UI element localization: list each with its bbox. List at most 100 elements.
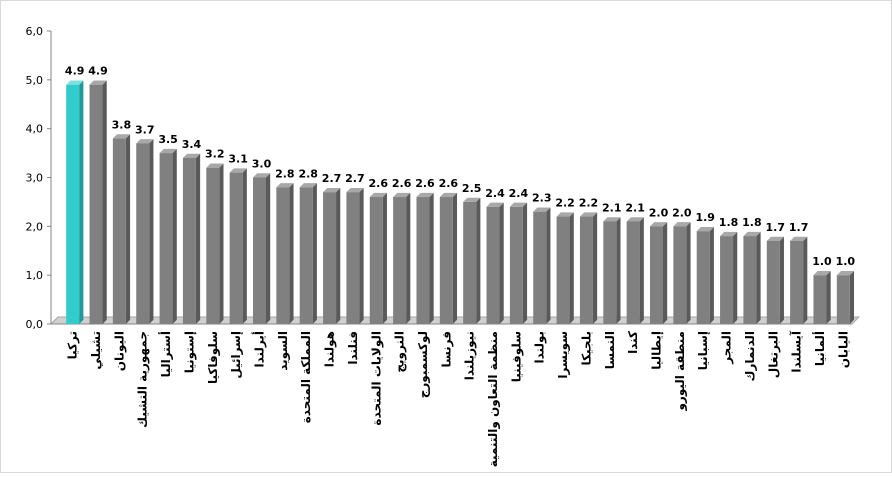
bar <box>439 197 453 324</box>
x-tick-label: البرتغال <box>766 331 780 378</box>
bar-side <box>406 192 411 324</box>
bar-side <box>592 212 598 324</box>
data-label: 3.8 <box>112 118 132 131</box>
bar-side <box>686 222 691 324</box>
bar <box>89 84 103 324</box>
bar-top <box>159 148 177 154</box>
data-label: 1.0 <box>836 255 856 268</box>
bar <box>766 240 780 324</box>
x-tick-label: إسبانيا <box>696 331 710 370</box>
bar-side <box>826 270 831 324</box>
bar-top <box>766 236 784 241</box>
bar-side <box>219 163 224 324</box>
bar-top <box>112 134 131 139</box>
bar-side <box>616 217 621 324</box>
bar-side <box>266 173 271 324</box>
bar-side <box>102 80 107 325</box>
x-tick-label: هولندا <box>323 331 338 367</box>
bar-side <box>476 197 481 324</box>
data-label: 2.6 <box>392 177 412 190</box>
bar-top <box>253 173 271 178</box>
bar-top <box>299 183 317 188</box>
data-label: 2.4 <box>485 187 505 200</box>
bar-top <box>369 192 387 198</box>
bar-top <box>790 236 808 241</box>
bar-side <box>149 139 154 324</box>
x-tick-label: سلوفينيا <box>509 331 524 382</box>
x-tick-label: بلجيكا <box>579 331 593 365</box>
data-label: 2.6 <box>369 177 389 190</box>
data-label: 2.5 <box>462 182 482 195</box>
bar-top <box>439 192 458 198</box>
x-tick-label: جمهورية التشيك <box>136 331 151 428</box>
bar-top <box>603 217 621 222</box>
bar <box>463 201 477 324</box>
x-tick-label: كندا <box>626 331 640 354</box>
bar <box>579 216 593 324</box>
bar-top <box>626 217 644 222</box>
bar <box>790 240 804 324</box>
bar <box>369 197 383 324</box>
bar-top <box>673 222 691 227</box>
bar <box>650 226 663 324</box>
data-label: 3.1 <box>228 153 248 166</box>
bar-top <box>229 168 247 173</box>
bar-top <box>813 270 831 276</box>
data-label: 1.0 <box>812 255 832 268</box>
data-label: 2.7 <box>345 172 365 185</box>
x-tick-label: النرويج <box>393 331 408 373</box>
data-label: 2.7 <box>322 172 342 185</box>
x-tick-label: النمسا <box>603 331 617 369</box>
y-tick-label: 5,0 <box>26 74 44 87</box>
bar <box>696 231 710 324</box>
x-tick-label: نيوزيلندا <box>463 331 478 380</box>
bar <box>182 157 196 324</box>
bar <box>533 211 547 324</box>
x-tick-label: منظمة التعاون والتنمية <box>486 331 501 467</box>
bar <box>813 275 827 324</box>
bar-side <box>756 231 761 324</box>
bar-top <box>182 153 201 158</box>
data-label: 1.8 <box>719 216 739 229</box>
x-tick-label: لوكسمبورج <box>416 331 431 398</box>
x-tick-label: تركيا <box>66 331 80 359</box>
x-tick-label: الولايات المتحدة <box>369 331 384 426</box>
x-tick-label: أستراليا <box>158 331 173 377</box>
bar-side <box>79 80 84 325</box>
x-tick-label: آيسلندا <box>789 330 804 373</box>
bar <box>486 206 500 324</box>
bar <box>603 221 617 324</box>
bar-side <box>125 134 131 324</box>
bar-top <box>743 231 761 237</box>
bar-side <box>429 192 434 324</box>
data-label: 1.9 <box>695 211 715 224</box>
bar-top <box>836 270 855 276</box>
x-tick-label: فرنسا <box>439 331 453 368</box>
data-label: 1.7 <box>766 221 786 234</box>
bar-top <box>533 207 551 212</box>
y-tick-label: 6,0 <box>26 25 44 38</box>
bar <box>626 221 640 324</box>
x-tick-label: بولندا <box>533 331 548 363</box>
bar <box>416 197 430 324</box>
bar-side <box>709 227 714 324</box>
x-tick-label: اليابان <box>836 331 850 368</box>
bar <box>299 187 313 324</box>
data-label: 4.9 <box>88 65 108 78</box>
data-label: 2.2 <box>555 197 575 210</box>
bar-top <box>720 231 738 237</box>
data-label: 4.9 <box>65 65 85 78</box>
x-tick-label: إيطاليا <box>650 331 664 370</box>
bar <box>509 206 523 324</box>
bar <box>393 197 407 324</box>
data-label: 2.6 <box>439 177 459 190</box>
x-tick-label: السويد <box>276 331 291 371</box>
bar <box>323 192 337 324</box>
bar-top <box>276 183 294 188</box>
bar-side <box>733 231 738 324</box>
bar-side <box>195 153 201 324</box>
data-label: 3.4 <box>182 138 202 151</box>
bar-side <box>499 202 504 324</box>
bar-top <box>89 80 107 85</box>
